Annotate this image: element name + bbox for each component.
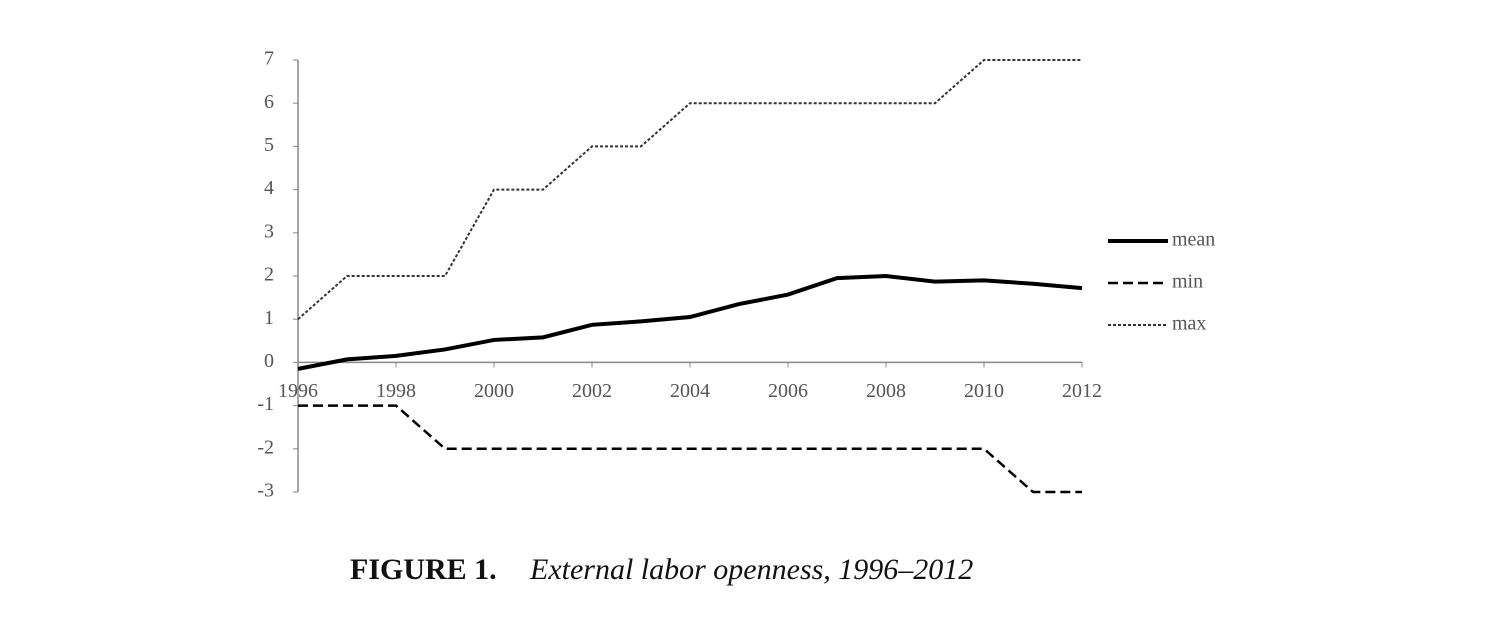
y-tick-label: -3 (257, 480, 274, 502)
y-tick-label: 3 (264, 220, 274, 242)
legend-label: max (1172, 313, 1206, 335)
y-tick-label: 2 (264, 264, 274, 286)
legend-label: min (1172, 271, 1203, 293)
x-tick-label: 2012 (1062, 380, 1102, 402)
y-tick-label: 5 (264, 134, 274, 156)
line-mean (297, 273, 1083, 371)
x-tick-label: 2004 (670, 380, 710, 402)
x-tick-label: 2008 (866, 380, 906, 402)
line-min (298, 404, 1082, 494)
y-tick-label: 1 (264, 307, 274, 329)
y-tick-label: 7 (264, 48, 274, 70)
x-tick-label: 2010 (964, 380, 1004, 402)
y-tick-label: 0 (264, 350, 274, 372)
y-tick-label: 6 (264, 91, 274, 113)
caption-label: FIGURE 1. (350, 553, 497, 586)
x-tick-label: 2006 (768, 380, 808, 402)
y-tick-label: -1 (257, 393, 274, 415)
x-tick-label: 1996 (278, 380, 318, 402)
caption: External labor openness, 1996–2012 (529, 553, 973, 586)
y-tick-label: 4 (264, 177, 274, 199)
legend-label: mean (1172, 229, 1215, 251)
x-tick-label: 2002 (572, 380, 612, 402)
line-max (297, 59, 1082, 320)
x-tick-label: 2000 (474, 380, 514, 402)
y-tick-label: -2 (257, 436, 274, 458)
x-tick-label: 1998 (376, 380, 416, 402)
